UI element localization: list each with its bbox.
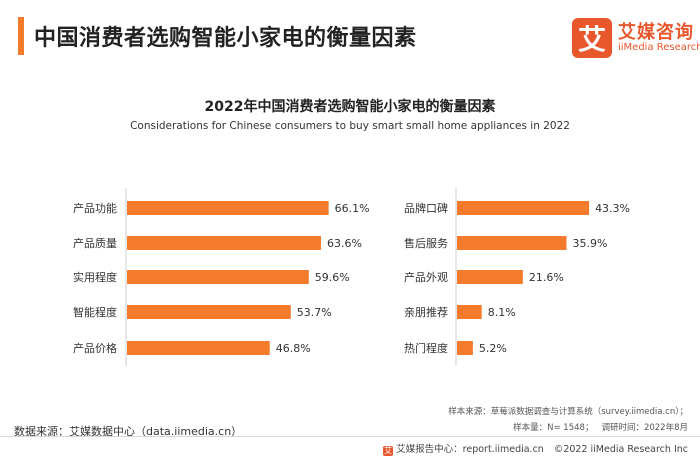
- left-category-label: 实用程度: [73, 270, 117, 284]
- left-data-label: 46.8%: [276, 342, 311, 355]
- data-source: 数据来源：艾媒数据中心（data.iimedia.cn）: [14, 425, 243, 438]
- iimedia-logo: 艾 艾媒咨询 iiMedia Research: [572, 12, 700, 62]
- logo-name-en: iiMedia Research: [618, 42, 700, 53]
- left-bar: [127, 270, 309, 284]
- chart-subtitle: Considerations for Chinese consumers to …: [130, 120, 570, 132]
- right-data-label: 43.3%: [595, 202, 630, 215]
- right-category-label: 产品外观: [404, 270, 448, 284]
- right-bar: [457, 201, 590, 215]
- sample-info-note: 样本量：N= 1548； 调研时间：2022年8月: [513, 421, 688, 433]
- left-data-label: 66.1%: [335, 202, 370, 215]
- chart-title: 2022年中国消费者选购智能小家电的衡量因素: [204, 99, 496, 115]
- right-bar: [457, 305, 482, 319]
- left-category-label: 产品质量: [73, 236, 117, 250]
- logo-icon: 艾: [572, 18, 612, 58]
- footer-report: 艾艾媒报告中心：report.iimedia.cn ©2022 iiMedia R…: [383, 441, 688, 456]
- survey-time: 调研时间：2022年8月: [601, 423, 688, 433]
- left-data-label: 53.7%: [297, 306, 332, 319]
- right-data-label: 35.9%: [572, 237, 607, 250]
- right-data-label: 8.1%: [488, 306, 516, 319]
- page-title: 中国消费者选购智能小家电的衡量因素: [34, 26, 417, 51]
- right-data-label: 21.6%: [529, 271, 564, 284]
- left-bar: [127, 236, 321, 250]
- left-bar: [127, 341, 270, 355]
- copyright: ©2022 iiMedia Research Inc: [553, 444, 688, 455]
- right-category-label: 售后服务: [404, 236, 448, 250]
- right-category-label: 品牌口碑: [404, 201, 448, 215]
- sample-source-note: 样本来源：草莓派数据调查与计算系统（survey.iimedia.cn）；: [448, 407, 688, 417]
- report-center-link[interactable]: 艾媒报告中心：report.iimedia.cn: [396, 444, 544, 455]
- right-bar: [457, 341, 473, 355]
- right-category-label: 亲朋推荐: [404, 305, 448, 319]
- right-data-label: 5.2%: [479, 342, 507, 355]
- right-bar: [457, 270, 523, 284]
- right-bar: [457, 236, 567, 250]
- logo-name-cn: 艾媒咨询: [618, 22, 694, 43]
- title-accent-bar: [18, 17, 24, 55]
- left-category-label: 智能程度: [73, 305, 117, 319]
- report-logo-icon: 艾: [383, 446, 394, 456]
- left-category-label: 产品价格: [73, 341, 117, 355]
- left-data-label: 59.6%: [315, 271, 350, 284]
- left-data-label: 63.6%: [327, 237, 362, 250]
- sample-size: 样本量：N= 1548；: [513, 423, 594, 433]
- right-category-label: 热门程度: [404, 341, 448, 355]
- left-category-label: 产品功能: [73, 201, 117, 215]
- left-bar: [127, 201, 329, 215]
- left-bar: [127, 305, 291, 319]
- footer-divider: [0, 436, 700, 437]
